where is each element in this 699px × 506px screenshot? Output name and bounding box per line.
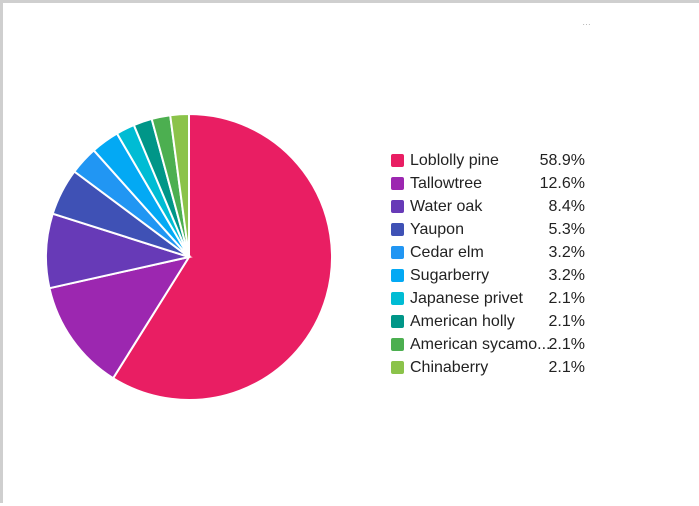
legend-label: Water oak bbox=[410, 198, 483, 215]
pie-slice-tallowtree[interactable] bbox=[48, 255, 192, 380]
legend-swatch bbox=[391, 154, 404, 167]
legend-item[interactable]: American holly 2.1% bbox=[391, 310, 591, 333]
legend-value: 2.1% bbox=[548, 313, 585, 330]
legend-value: 5.3% bbox=[548, 221, 585, 238]
legend-value: 8.4% bbox=[548, 198, 585, 215]
legend-swatch bbox=[391, 338, 404, 351]
pie-slices bbox=[45, 112, 333, 401]
legend-label: Loblolly pine bbox=[410, 152, 499, 169]
more-dots-icon[interactable]: … bbox=[582, 17, 591, 27]
legend-item[interactable]: Loblolly pine 58.9% bbox=[391, 149, 591, 172]
legend-item[interactable]: Chinaberry 2.1% bbox=[391, 356, 591, 379]
legend-item[interactable]: Water oak 8.4% bbox=[391, 195, 591, 218]
legend-swatch bbox=[391, 292, 404, 305]
pie-slice-chinaberry[interactable] bbox=[169, 112, 190, 258]
legend-value: 12.6% bbox=[539, 175, 585, 192]
legend-value: 3.2% bbox=[548, 244, 585, 261]
legend-label: American holly bbox=[410, 313, 515, 330]
legend-swatch bbox=[391, 246, 404, 259]
legend-label: Cedar elm bbox=[410, 244, 484, 261]
legend-swatch bbox=[391, 200, 404, 213]
pie-chart bbox=[45, 112, 333, 401]
legend-label: American sycamo... bbox=[410, 336, 551, 353]
legend-label: Chinaberry bbox=[410, 359, 489, 376]
legend-label: Tallowtree bbox=[410, 175, 483, 192]
chart-legend: Loblolly pine 58.9% Tallowtree 12.6% Water o… bbox=[391, 149, 591, 379]
legend-label: Sugarberry bbox=[410, 267, 490, 284]
legend-swatch bbox=[391, 315, 404, 328]
legend-swatch bbox=[391, 177, 404, 190]
legend-swatch bbox=[391, 223, 404, 236]
pie-slice-loblolly-pine[interactable] bbox=[111, 112, 333, 401]
legend-item[interactable]: American sycamo... 2.1% bbox=[391, 333, 591, 356]
legend-label: Yaupon bbox=[410, 221, 464, 238]
legend-item[interactable]: Yaupon 5.3% bbox=[391, 218, 591, 241]
legend-label: Japanese privet bbox=[410, 290, 523, 307]
legend-value: 2.1% bbox=[548, 359, 585, 376]
legend-item[interactable]: Sugarberry 3.2% bbox=[391, 264, 591, 287]
legend-item[interactable]: Cedar elm 3.2% bbox=[391, 241, 591, 264]
legend-value: 3.2% bbox=[548, 267, 585, 284]
legend-value: 2.1% bbox=[548, 336, 585, 353]
legend-item[interactable]: Tallowtree 12.6% bbox=[391, 172, 591, 195]
legend-swatch bbox=[391, 269, 404, 282]
legend-swatch bbox=[391, 361, 404, 374]
legend-value: 58.9% bbox=[539, 152, 585, 169]
legend-value: 2.1% bbox=[548, 290, 585, 307]
legend-item[interactable]: Japanese privet 2.1% bbox=[391, 287, 591, 310]
